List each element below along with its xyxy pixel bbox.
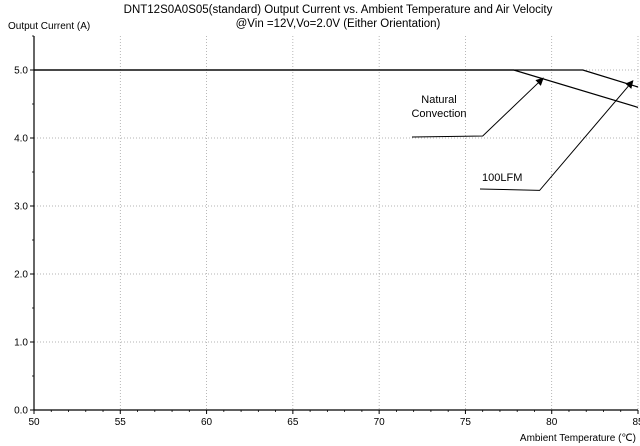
x-tick-label: 75 <box>460 417 472 428</box>
annotation-layer: Natural Convection 100LFM <box>411 77 634 191</box>
y-tick-label: 2.0 <box>14 270 28 281</box>
x-tick-label: 70 <box>374 417 386 428</box>
chart-subtitle: @Vin =12V,Vo=2.0V (Either Orientation) <box>236 18 441 30</box>
series-layer <box>34 69 639 108</box>
y-tick-label: 0.0 <box>14 406 28 417</box>
y-axis-label: Output Current (A) <box>8 21 90 32</box>
annotation-arrow <box>479 80 634 191</box>
y-tick-label: 1.0 <box>14 338 28 349</box>
y-tick-label: 4.0 <box>14 134 28 145</box>
y-tick-label: 3.0 <box>14 202 28 213</box>
grid-lines <box>34 36 639 410</box>
series-line-0 <box>34 69 639 108</box>
x-tick-label: 65 <box>287 417 299 428</box>
annotation-label: Natural <box>421 94 456 106</box>
annotation-label: 100LFM <box>482 172 522 184</box>
annotation-arrow <box>411 77 544 138</box>
x-tick-label: 80 <box>546 417 558 428</box>
x-tick-label: 55 <box>115 417 127 428</box>
series-line-1 <box>34 69 639 88</box>
annotation-label: Convection <box>411 108 466 120</box>
x-tick-label: 60 <box>201 417 213 428</box>
x-axis-ticks: 50 55 60 65 70 75 80 85 <box>28 410 640 428</box>
axes <box>33 36 638 411</box>
chart-title: DNT12S0A0S05(standard) Output Current vs… <box>124 4 553 16</box>
x-axis-label: Ambient Temperature (℃) <box>520 433 636 444</box>
x-tick-label: 85 <box>632 417 640 428</box>
y-tick-label: 5.0 <box>14 66 28 77</box>
x-tick-label: 50 <box>28 417 40 428</box>
y-axis-ticks: 0.0 1.0 2.0 3.0 4.0 5.0 <box>14 35 34 417</box>
